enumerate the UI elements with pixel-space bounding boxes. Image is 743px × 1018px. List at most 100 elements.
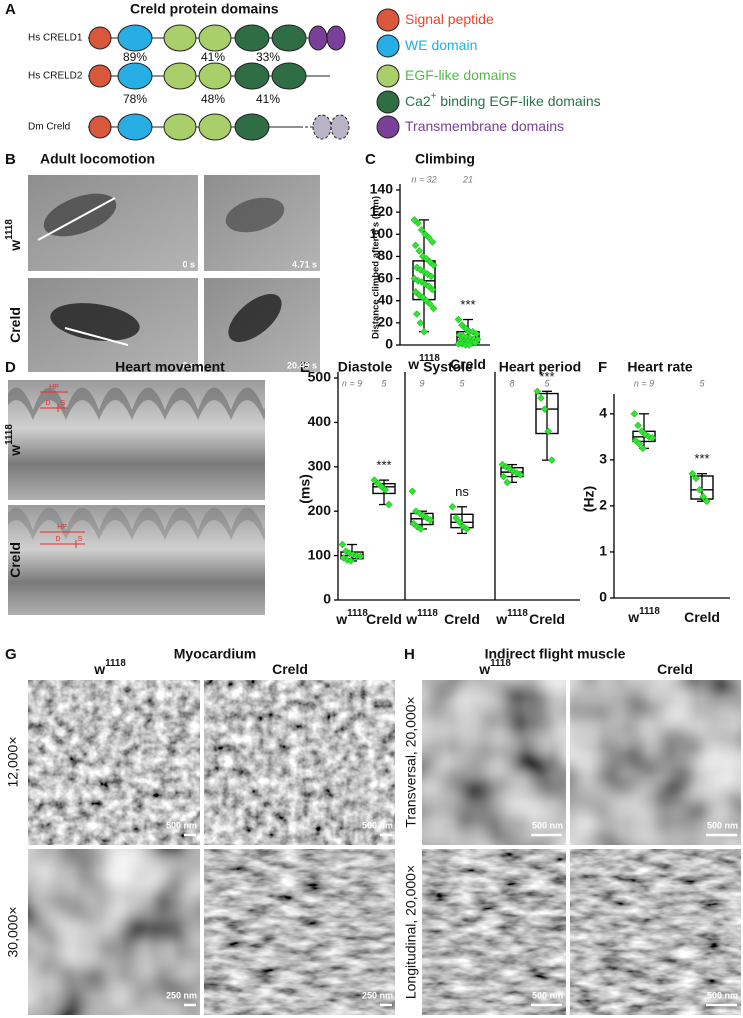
data-point bbox=[426, 516, 435, 524]
n-label: 5 bbox=[459, 378, 465, 388]
data-point bbox=[429, 261, 438, 270]
genotype-label: w1118 bbox=[335, 608, 368, 627]
y-tick-label: 140 bbox=[370, 181, 394, 197]
genotype-base: Creld bbox=[366, 611, 402, 627]
genotype-sup: 1118 bbox=[419, 353, 440, 364]
data-point bbox=[648, 433, 657, 442]
n-label: 5 bbox=[381, 378, 387, 388]
legend-swatch bbox=[376, 8, 400, 32]
y-tick-label: 400 bbox=[308, 413, 332, 429]
genotype-sup: 1118 bbox=[4, 424, 15, 445]
genotype-sup: 1118 bbox=[4, 219, 15, 240]
scale-bar-label: 250 nm bbox=[166, 990, 197, 1000]
identity-label: 48% bbox=[201, 92, 225, 106]
significance-label: *** bbox=[376, 458, 391, 473]
panel-label: B bbox=[5, 151, 16, 168]
data-point bbox=[540, 405, 549, 413]
data-point bbox=[416, 525, 425, 533]
protein-name: Hs CRELD1 bbox=[28, 33, 83, 44]
genotype-base: w bbox=[93, 661, 105, 677]
genotype-base: Creld bbox=[684, 609, 720, 625]
data-point bbox=[635, 439, 644, 448]
kymographs bbox=[8, 380, 265, 615]
scale-bar-label: 500 nm bbox=[532, 820, 563, 830]
n-label: n = 9 bbox=[634, 378, 654, 388]
data-point bbox=[533, 387, 542, 396]
data-point bbox=[414, 219, 422, 228]
kymograph-marker: D bbox=[45, 400, 50, 407]
genotype-label: w1118 bbox=[478, 658, 511, 677]
data-point bbox=[471, 338, 480, 347]
data-point bbox=[384, 500, 393, 509]
genotype-label: w1118 bbox=[407, 353, 440, 372]
genotype-sup: 1118 bbox=[105, 658, 126, 669]
panel-title: Indirect flight muscle bbox=[485, 646, 626, 662]
row-label: 12,000× bbox=[5, 737, 21, 788]
scale-bar-label: 500 nm bbox=[707, 820, 738, 830]
row-label: Transversal, 20,000× bbox=[403, 696, 419, 827]
legend-text: Signal peptide bbox=[405, 11, 494, 27]
legend-label: EGF-like domains bbox=[405, 67, 516, 83]
data-point bbox=[412, 310, 421, 318]
n-label: 5 bbox=[699, 378, 705, 388]
data-point bbox=[544, 427, 553, 436]
data-point bbox=[638, 444, 647, 453]
n-label: 9 bbox=[419, 378, 424, 388]
legend-text: EGF-like domains bbox=[405, 67, 516, 83]
genotype-label: w1118 bbox=[93, 658, 126, 677]
genotype-label: Creld bbox=[684, 609, 720, 625]
kymograph-marker: S bbox=[78, 536, 83, 543]
data-point bbox=[702, 497, 711, 506]
genotype-sup: 1118 bbox=[347, 608, 368, 619]
data-point bbox=[537, 394, 545, 402]
scale-bar-label: 500 nm bbox=[166, 820, 197, 830]
y-tick-label: 3 bbox=[599, 451, 607, 467]
locomotion-photos bbox=[28, 175, 320, 372]
panel-label: D bbox=[5, 359, 16, 376]
data-point bbox=[465, 341, 474, 349]
genotype-label: w1118 bbox=[4, 424, 23, 457]
genotype-base: w bbox=[478, 661, 490, 677]
n-label: 5 bbox=[544, 378, 550, 388]
genotype-base: Creld bbox=[272, 661, 308, 677]
data-point bbox=[462, 525, 471, 533]
data-point bbox=[415, 247, 424, 255]
genotype-label: Creld bbox=[7, 307, 23, 343]
y-tick-label: 120 bbox=[370, 203, 394, 219]
chart-title: Systole bbox=[423, 359, 473, 375]
data-point bbox=[634, 421, 642, 430]
chart-title: Heart period bbox=[499, 359, 581, 375]
data-point bbox=[426, 300, 434, 308]
significance-label: *** bbox=[694, 451, 709, 466]
identity-label: 78% bbox=[123, 92, 147, 106]
y-axis-label: Distance climbed after 6 s (mm) bbox=[371, 196, 382, 339]
y-tick-label: 60 bbox=[377, 269, 393, 285]
y-tick-label: 2 bbox=[599, 497, 607, 513]
data-point bbox=[454, 315, 463, 324]
y-tick-label: 1 bbox=[599, 543, 607, 559]
data-point bbox=[346, 557, 355, 565]
chart-title: Diastole bbox=[338, 359, 393, 375]
y-tick-label: 300 bbox=[308, 458, 332, 474]
data-point bbox=[427, 272, 436, 281]
genotype-base: w bbox=[335, 611, 347, 627]
kymograph-marker: HP bbox=[57, 524, 67, 531]
protein-name: Dm Creld bbox=[28, 122, 70, 133]
genotype-label: w1118 bbox=[627, 606, 660, 625]
data-point bbox=[547, 456, 556, 464]
y-tick-label: 0 bbox=[323, 591, 331, 607]
box bbox=[372, 482, 396, 495]
time-label: 0 s bbox=[182, 259, 195, 269]
legend-text: Transmembrane domains bbox=[405, 118, 564, 134]
data-point bbox=[455, 518, 464, 527]
identity-label: 89% bbox=[123, 50, 147, 64]
micrographs bbox=[28, 680, 741, 1015]
legend-label: Transmembrane domains bbox=[405, 118, 564, 134]
y-tick-label: 100 bbox=[308, 546, 332, 562]
data-point bbox=[499, 472, 508, 481]
time-label: 20.49 s bbox=[287, 360, 317, 370]
legend-tail: binding EGF-like domains bbox=[436, 93, 600, 109]
protein-name: Hs CRELD2 bbox=[28, 71, 83, 82]
data-point bbox=[411, 241, 420, 250]
scale-bar-label: 500 nm bbox=[362, 820, 393, 830]
